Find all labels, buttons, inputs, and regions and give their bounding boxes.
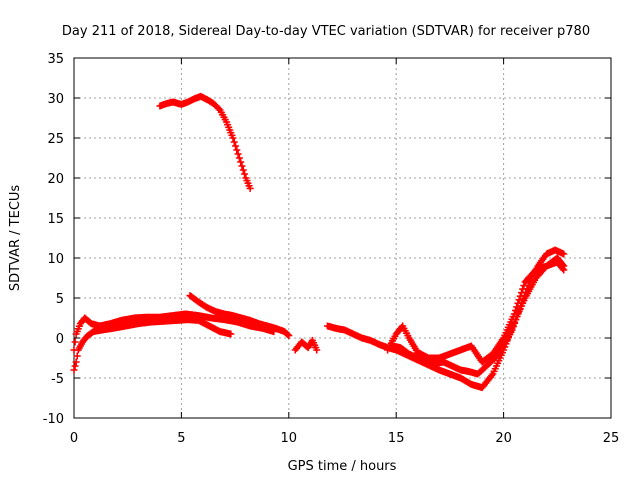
y-axis-label: SDTVAR / TECUs (8, 185, 23, 292)
y-tick-label: 5 (56, 292, 64, 307)
series-gap-fragments (291, 336, 321, 354)
data-point (237, 158, 245, 166)
data-point (511, 319, 519, 327)
data-point (509, 323, 517, 331)
data-point (71, 338, 79, 346)
data-point (70, 366, 78, 374)
data-point (73, 352, 81, 360)
x-tick-label: 0 (70, 431, 78, 446)
data-point (70, 346, 78, 354)
data-point (522, 288, 530, 296)
x-tick-label: 25 (603, 431, 620, 446)
data-point (285, 332, 293, 340)
data-point (284, 331, 292, 339)
series-afternoon-C (388, 246, 568, 378)
y-tick-label: 35 (47, 52, 64, 67)
chart-title: Day 211 of 2018, Sidereal Day-to-day VTE… (62, 24, 590, 39)
y-tick-label: 10 (47, 252, 64, 267)
x-tick-label: 5 (177, 431, 185, 446)
data-point (523, 285, 531, 293)
data-point (71, 362, 79, 370)
data-point (230, 138, 238, 146)
data-point (524, 281, 532, 289)
data-point (520, 292, 528, 300)
series-high-arc (156, 92, 254, 192)
data-point (560, 250, 568, 258)
y-tick-label: 15 (47, 212, 64, 227)
axis-ticks: 0 5 10 15 20 25 -10 -5 0 5 10 15 20 25 30 35 (43, 52, 620, 446)
data-point (516, 305, 524, 313)
plot-frame (73, 57, 612, 419)
data-point (512, 316, 520, 324)
data-point (239, 166, 247, 174)
x-tick-label: 10 (281, 431, 298, 446)
data-point (508, 326, 516, 334)
data-point (517, 302, 525, 310)
data-point (229, 134, 237, 142)
data-point (72, 358, 80, 366)
y-tick-label: 30 (47, 92, 64, 107)
x-tick-label: 20 (495, 431, 512, 446)
data-point (238, 162, 246, 170)
data-point (313, 346, 321, 354)
y-tick-label: -5 (51, 372, 64, 387)
data-point (235, 154, 243, 162)
data-point (560, 262, 568, 270)
x-axis-label: GPS time / hours (288, 459, 397, 474)
data-point (518, 299, 526, 307)
y-tick-label: -10 (43, 412, 64, 427)
data-point (514, 309, 522, 317)
data-point (513, 312, 521, 320)
y-tick-label: 25 (47, 132, 64, 147)
data-point (233, 146, 241, 154)
data-point (232, 142, 240, 150)
data-point (215, 105, 223, 113)
grid (74, 58, 611, 418)
data-point (488, 372, 496, 380)
data-point (246, 184, 254, 192)
data-point (559, 261, 567, 269)
data-point (519, 295, 527, 303)
series-afternoon-B (384, 254, 568, 366)
y-tick-label: 0 (56, 332, 64, 347)
x-tick-label: 15 (388, 431, 405, 446)
y-tick-label: 20 (47, 172, 64, 187)
data-points (70, 92, 568, 392)
data-point (241, 170, 249, 178)
data-point (227, 330, 235, 338)
data-point (234, 150, 242, 158)
series-mid-arc (186, 292, 293, 340)
